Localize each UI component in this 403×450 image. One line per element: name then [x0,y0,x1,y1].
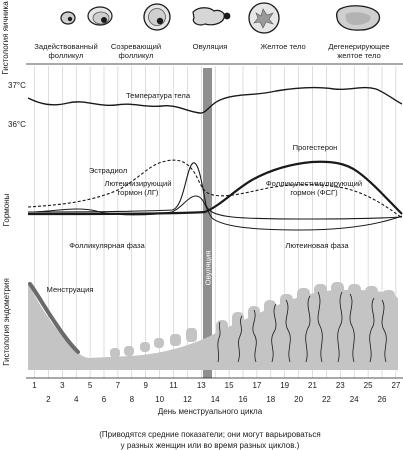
ovary-stage-icons [60,2,381,34]
day-label-27: 27 [391,381,400,390]
stage-label-2-line2: фолликул [119,51,154,60]
day-label-13: 13 [197,381,206,390]
caption-line1: (Приводятся средние показатели; они могу… [99,430,320,439]
day-label-2: 2 [46,395,51,404]
estradiol-curve [27,159,403,219]
temp-tick-37: 37°C [8,81,26,90]
ovulation-band [203,68,212,378]
day-label-22: 22 [322,395,331,404]
stage-label-5-line2: желтое тело [337,51,381,60]
x-axis-label: День менструального цикла [158,407,263,416]
day-label-24: 24 [350,395,359,404]
day-label-5: 5 [88,381,93,390]
day-label-12: 12 [183,395,192,404]
lh-label-line1: Лютеинизирующий [105,179,172,188]
day-labels-even: 246810121416182022242628 [46,395,387,404]
day-label-11: 11 [169,381,178,390]
lh-label-line2: гормон (ЛГ) [118,188,159,197]
ovulation-phase-label: Овуляция [204,251,213,286]
follicle-maturing-icon [87,6,113,26]
temperature-label: Температура тела [126,91,191,100]
day-label-15: 15 [225,381,234,390]
day-label-7: 7 [116,381,121,390]
luteal-phase-label: Лютеиновая фаза [285,241,349,250]
stage-label-3-line1: Овуляция [193,42,228,51]
estradiol-label: Эстрадиол [89,166,127,175]
progesterone-label: Прогестерон [293,143,338,152]
menstruation-label: Менструация [47,285,94,294]
day-label-1: 1 [32,381,37,390]
day-label-10: 10 [155,395,164,404]
temp-tick-36: 36°C [8,120,26,129]
stage-label-2-line1: Созревающий [111,42,161,51]
stage-label-4-line1: Желтое тело [260,42,305,51]
day-label-17: 17 [252,381,261,390]
day-label-4: 4 [74,395,79,404]
lh-curve [27,162,403,220]
corpus-luteum-icon [248,2,280,34]
corpus-degenerating-icon [335,5,381,31]
section-label-ovary: Гистология яичника [1,1,10,75]
endometrium-lining [28,282,398,370]
day-label-3: 3 [60,381,65,390]
follicular-phase-label: Фолликулярная фаза [69,241,145,250]
hormone-curves [27,159,403,231]
endometrium-bumps [110,282,395,358]
stage-label-1-line2: фолликул [49,51,84,60]
day-label-21: 21 [308,381,317,390]
day-label-18: 18 [266,395,275,404]
section-label-hormones: Гормоны [2,193,11,226]
ovulation-rupture-icon [192,7,231,26]
day-label-14: 14 [211,395,220,404]
stage-label-5-line1: Дегенерирующее [328,42,389,51]
day-label-26: 26 [378,395,387,404]
menstruation-band [28,282,80,354]
ovary-stage-labels: Задействованный фолликул Созревающий фол… [34,42,389,60]
stage-label-1-line1: Задействованный [34,42,97,51]
progesterone-curve [27,160,403,216]
follicle-large-icon [143,3,171,31]
section-label-endometrium: Гистология эндометрия [2,278,11,366]
day-label-23: 23 [336,381,345,390]
caption-line2: у разных женщин или во время разных цикл… [121,441,300,450]
day-label-19: 19 [280,381,289,390]
fsh-curve [27,195,403,231]
fsh-label-line2: гормон (ФСГ) [290,188,338,197]
temperature-curve [27,86,403,114]
day-label-16: 16 [239,395,248,404]
follicle-small-icon [60,11,76,25]
day-label-25: 25 [364,381,373,390]
day-label-6: 6 [102,395,107,404]
day-labels-odd: 1 3 5 7 9 11 13 15 17 19 21 23 25 27 [32,381,401,390]
day-label-9: 9 [143,381,148,390]
day-label-20: 20 [294,395,303,404]
fsh-label-line1: Фолликулостимулирующий [266,179,362,188]
endometrium-glands [217,291,387,363]
day-label-8: 8 [130,395,135,404]
